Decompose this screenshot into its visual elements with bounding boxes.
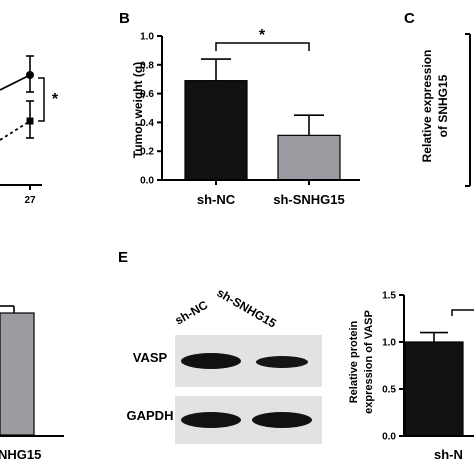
panel-e-letter: E [118,249,128,266]
panel-e-category-label: sh-N [434,447,463,462]
panel-a-x-tick-label: 27 [24,195,36,206]
panel-e-y-tick-label-3: 1.5 [382,291,396,302]
panel-b-bar-1 [277,134,341,181]
blot-lane-label-1: sh-SNHG15 [215,285,279,330]
panel-e-y-tick-label-2: 1.0 [382,338,396,349]
panel-b-category-label-0: sh-NC [197,192,236,207]
panel-b-y-tick-label-2: 0.4 [140,118,154,129]
blot-lane-label-0: sh-NC [173,298,211,328]
panel-a-significance-star: * [52,91,59,108]
panel-a-point-solid [26,71,34,79]
panel-d-category-label: NHG15 [0,447,41,462]
panel-b-y-tick-label-0: 0.0 [140,176,154,187]
panel-e-significance-bracket [451,309,474,316]
panel-e-y-axis-label-line-2: expression of VASP [363,310,375,414]
panel-b-category-label-1: sh-SNHG15 [273,192,345,207]
panel-b-y-axis-label: Tumor weight (g) [131,62,145,158]
blot-band-vasp-sh-nc [181,353,241,369]
panel-e-y-tick-label-1: 0.5 [382,385,396,396]
panel-e-y-axis-label-line-1: Relative protein [348,320,360,403]
panel-e-y-tick-label-0: 0.0 [382,432,396,443]
panel-d-bar-sh-snhg15 [0,312,35,436]
panel-a-solid-series-line [0,74,31,91]
panel-b: B Tumor weight (g) 0.0 0.2 0.4 0.6 0.8 1.0 sh… [119,10,360,207]
panel-a-point-dashed [26,117,34,125]
panel-b-letter: B [119,10,130,27]
panel-b-y-tick-label-1: 0.2 [140,147,154,158]
panel-c: C Relative expression of SNHG15 [404,10,471,187]
panel-c-letter: C [404,10,415,27]
panel-b-bar-0 [184,80,248,181]
panel-b-y-tick-label-3: 0.6 [140,89,154,100]
panel-a-dashed-series-line [0,120,31,141]
blot-band-gapdh-sh-snhg15 [252,412,312,428]
blot-row-label-0: VASP [133,350,168,365]
panel-b-significance-bracket [215,42,310,51]
panel-b-y-tick-label-4: 0.8 [140,60,154,71]
blot-band-gapdh-sh-nc [181,412,241,428]
panel-e-bar-chart: Relative protein expression of VASP 0.0 0… [348,291,474,462]
blot-row-label-1: GAPDH [127,408,174,423]
panel-a: 27 * [0,55,59,206]
panel-d: NHG15 [0,305,64,462]
panel-e: E sh-NC sh-SNHG15 VASP GAPDH [118,249,322,444]
panel-e-bar-0 [404,341,464,437]
panel-b-significance-star: * [259,27,266,44]
panel-c-y-axis-label-line-2: of SNHG15 [436,74,450,137]
panel-c-y-axis-label-line-1: Relative expression [420,50,434,163]
blot-band-vasp-sh-snhg15 [256,356,308,368]
panel-b-y-tick-label-5: 1.0 [140,32,154,43]
panel-a-significance-bracket [38,77,45,122]
